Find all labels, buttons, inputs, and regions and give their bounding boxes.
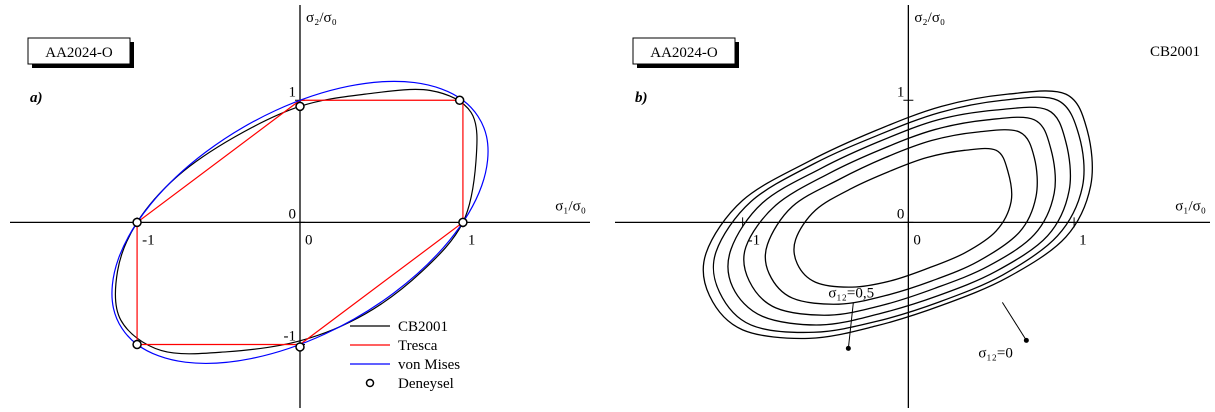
series-line [702, 90, 1093, 340]
y-axis-label: σ₂/σ₀ [914, 10, 945, 26]
series-line [743, 116, 1056, 316]
panel: -1 0 1 0 1 σ₁/σ₀ σ₂/σ₀ AA2024-O b) CB2001 σ₁₂=0,5 σ… [615, 5, 1210, 408]
data-point [458, 217, 468, 228]
y-tick-label: 1 [289, 84, 297, 100]
y-tick-label: -1 [284, 328, 297, 344]
x-tick-label: 1 [468, 232, 476, 248]
legend-label: CB2001 [398, 319, 448, 335]
x-axis-label: σ₁/σ₀ [1175, 198, 1206, 214]
label-text: AA2024-O [650, 45, 718, 61]
legend-label: von Mises [398, 357, 460, 373]
series-line [764, 129, 1038, 305]
panel: -1 0 1 -1 0 1 σ₁/σ₀ σ₂/σ₀ AA2024-O a) CB2001 Tresca… [10, 5, 590, 408]
chart-title: CB2001 [1150, 44, 1200, 60]
series-line [114, 88, 478, 355]
annotation: σ₁₂=0,5 [828, 285, 874, 301]
annotation: σ₁₂=0 [978, 345, 1013, 361]
x-axis-label: σ₁/σ₀ [555, 198, 586, 214]
arrow-head [845, 345, 851, 351]
label-box [632, 37, 736, 65]
data-point [132, 339, 142, 350]
y-tick-label: 0 [289, 206, 297, 222]
x-tick-label: 1 [1079, 232, 1087, 248]
legend-label: Tresca [398, 338, 438, 354]
x-tick-label: 0 [305, 232, 313, 248]
series-line [727, 106, 1072, 326]
annotation-arrow [1001, 302, 1027, 341]
data-point [454, 95, 465, 106]
series-line [793, 147, 1013, 288]
y-tick-label: 1 [897, 84, 905, 100]
series-line [712, 96, 1085, 334]
label-text: AA2024-O [45, 45, 113, 61]
data-point [132, 217, 142, 228]
panel-label: b) [635, 90, 648, 106]
annotation-arrow [847, 302, 854, 349]
data-point [295, 101, 305, 112]
x-tick-label: -1 [142, 232, 155, 248]
legend-marker [365, 378, 375, 388]
arrow-head [1023, 337, 1029, 343]
y-tick-label: 0 [897, 206, 905, 222]
x-tick-label: 0 [913, 232, 921, 248]
data-point [295, 342, 305, 352]
y-axis-label: σ₂/σ₀ [306, 10, 337, 26]
x-tick-label: -1 [748, 232, 761, 248]
panel-label: a) [30, 90, 43, 106]
legend-label: Deneysel [398, 376, 454, 392]
label-box [27, 37, 131, 65]
